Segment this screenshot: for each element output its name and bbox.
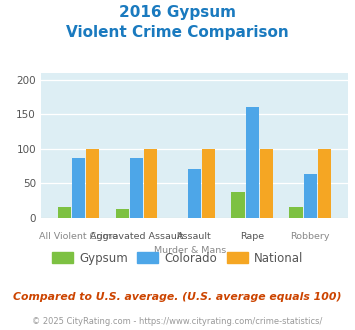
Text: Compared to U.S. average. (U.S. average equals 100): Compared to U.S. average. (U.S. average … xyxy=(13,292,342,302)
Text: Rape: Rape xyxy=(240,232,264,241)
Bar xyxy=(231,192,245,218)
Text: © 2025 CityRating.com - https://www.cityrating.com/crime-statistics/: © 2025 CityRating.com - https://www.city… xyxy=(32,317,323,326)
Bar xyxy=(86,148,99,218)
Bar xyxy=(58,208,71,218)
Text: All Violent Crime: All Violent Crime xyxy=(39,232,118,241)
Bar xyxy=(188,169,201,218)
Bar xyxy=(72,158,85,218)
Bar xyxy=(116,209,129,218)
Text: Murder & Mans...: Murder & Mans... xyxy=(154,246,235,254)
Bar xyxy=(202,148,215,218)
Bar xyxy=(289,208,303,218)
Text: Robbery: Robbery xyxy=(290,232,330,241)
Text: Aggravated Assault: Aggravated Assault xyxy=(90,232,183,241)
Text: 2016 Gypsum: 2016 Gypsum xyxy=(119,5,236,20)
Legend: Gypsum, Colorado, National: Gypsum, Colorado, National xyxy=(47,247,308,269)
Bar xyxy=(304,174,317,218)
Text: Violent Crime Comparison: Violent Crime Comparison xyxy=(66,25,289,40)
Bar xyxy=(260,148,273,218)
Bar xyxy=(318,148,331,218)
Bar xyxy=(130,158,143,218)
Bar xyxy=(246,107,259,218)
Text: Assault: Assault xyxy=(177,232,212,241)
Bar xyxy=(144,148,157,218)
